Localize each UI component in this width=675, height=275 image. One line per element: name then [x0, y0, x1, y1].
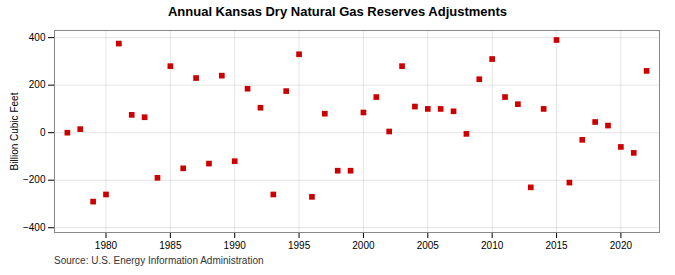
svg-text:−400: −400 — [23, 222, 46, 233]
svg-text:−200: −200 — [23, 174, 46, 185]
svg-text:2010: 2010 — [481, 240, 504, 251]
svg-text:400: 400 — [29, 32, 46, 43]
svg-text:0: 0 — [40, 127, 46, 138]
svg-text:1980: 1980 — [95, 240, 118, 251]
html-text:Source: U.S. Energy Informatio: Source: U.S. Energy Information Administ… — [54, 255, 264, 266]
svg-text:1985: 1985 — [159, 240, 182, 251]
svg-text:Billion Cubic Feet: Billion Cubic Feet — [9, 92, 20, 170]
svg-text:2015: 2015 — [545, 240, 568, 251]
svg-text:2005: 2005 — [417, 240, 440, 251]
html-text:Annual Kansas Dry Natural Gas: Annual Kansas Dry Natural Gas Reserves A… — [168, 4, 507, 19]
svg-text:2020: 2020 — [610, 240, 633, 251]
svg-text:1995: 1995 — [288, 240, 311, 251]
svg-text:1990: 1990 — [224, 240, 247, 251]
svg-text:200: 200 — [29, 79, 46, 90]
svg-text:2000: 2000 — [352, 240, 375, 251]
